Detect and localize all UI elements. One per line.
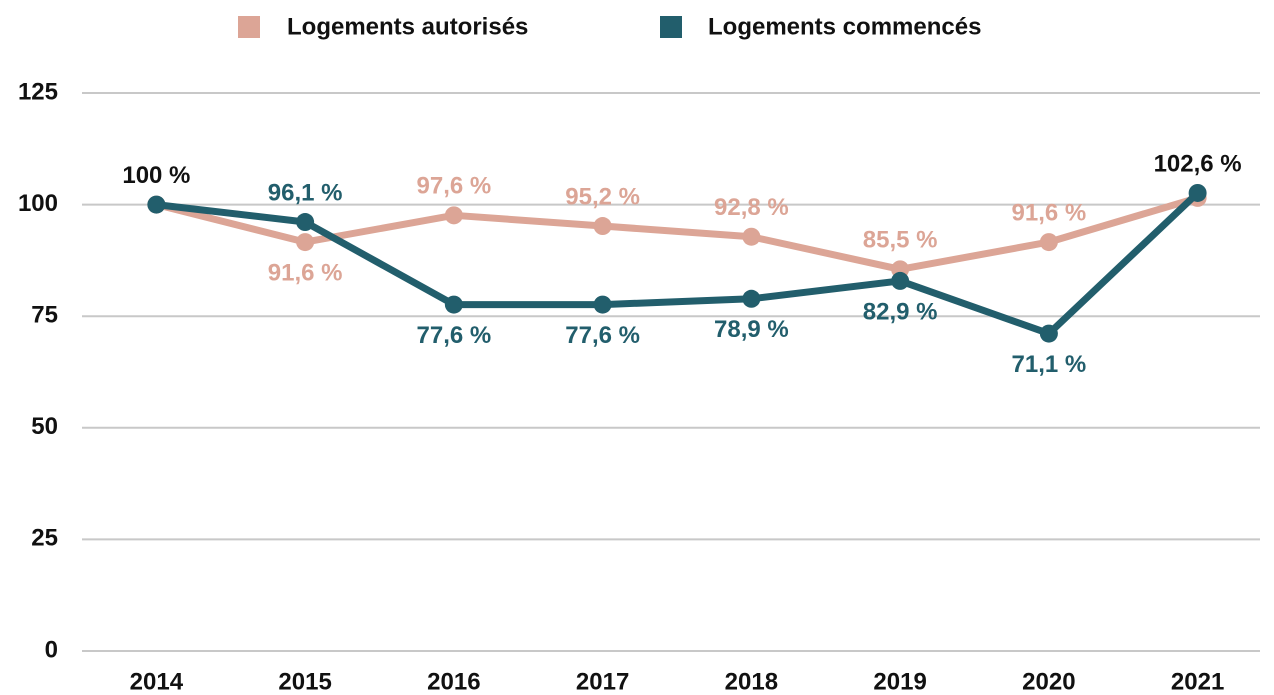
value-label: 100 % [122,162,190,189]
data-point [742,289,761,308]
legend-label: Logements commencés [708,13,981,40]
y-tick-label: 0 [45,636,58,663]
value-label: 82,9 % [863,298,938,325]
data-point [147,195,166,214]
data-point [1039,324,1058,343]
value-label: 77,6 % [565,322,640,349]
value-label: 92,8 % [714,194,789,221]
data-point [1039,233,1058,252]
value-label: 96,1 % [268,179,343,206]
x-tick-label: 2020 [1022,668,1075,695]
value-label: 77,6 % [417,322,492,349]
value-label: 95,2 % [565,183,640,210]
data-point [1188,183,1207,202]
y-tick-label: 50 [31,413,58,440]
data-point [296,213,315,232]
value-label: 85,5 % [863,227,938,254]
y-tick-label: 75 [31,302,58,329]
value-label: 91,6 % [268,259,343,286]
value-label: 71,1 % [1012,351,1087,378]
x-tick-label: 2017 [576,668,629,695]
x-tick-label: 2016 [427,668,480,695]
y-tick-label: 100 [18,190,58,217]
x-tick-label: 2015 [278,668,331,695]
y-tick-label: 125 [18,78,58,105]
data-point [444,206,463,225]
data-point [593,295,612,314]
y-tick-label: 25 [31,525,58,552]
value-label: 91,6 % [1012,199,1087,226]
legend-swatch [660,16,682,38]
data-point [891,271,910,290]
data-point [444,295,463,314]
value-label: 97,6 % [417,173,492,200]
legend-swatch [238,16,260,38]
x-tick-label: 2021 [1171,668,1224,695]
value-label: 78,9 % [714,316,789,343]
data-point [742,227,761,246]
x-tick-label: 2014 [130,668,184,695]
series-line [155,190,1201,338]
data-point [296,233,315,252]
x-tick-label: 2018 [725,668,778,695]
data-point [593,217,612,236]
x-tick-label: 2019 [873,668,926,695]
legend-label: Logements autorisés [287,13,528,40]
value-label: 102,6 % [1154,150,1242,177]
